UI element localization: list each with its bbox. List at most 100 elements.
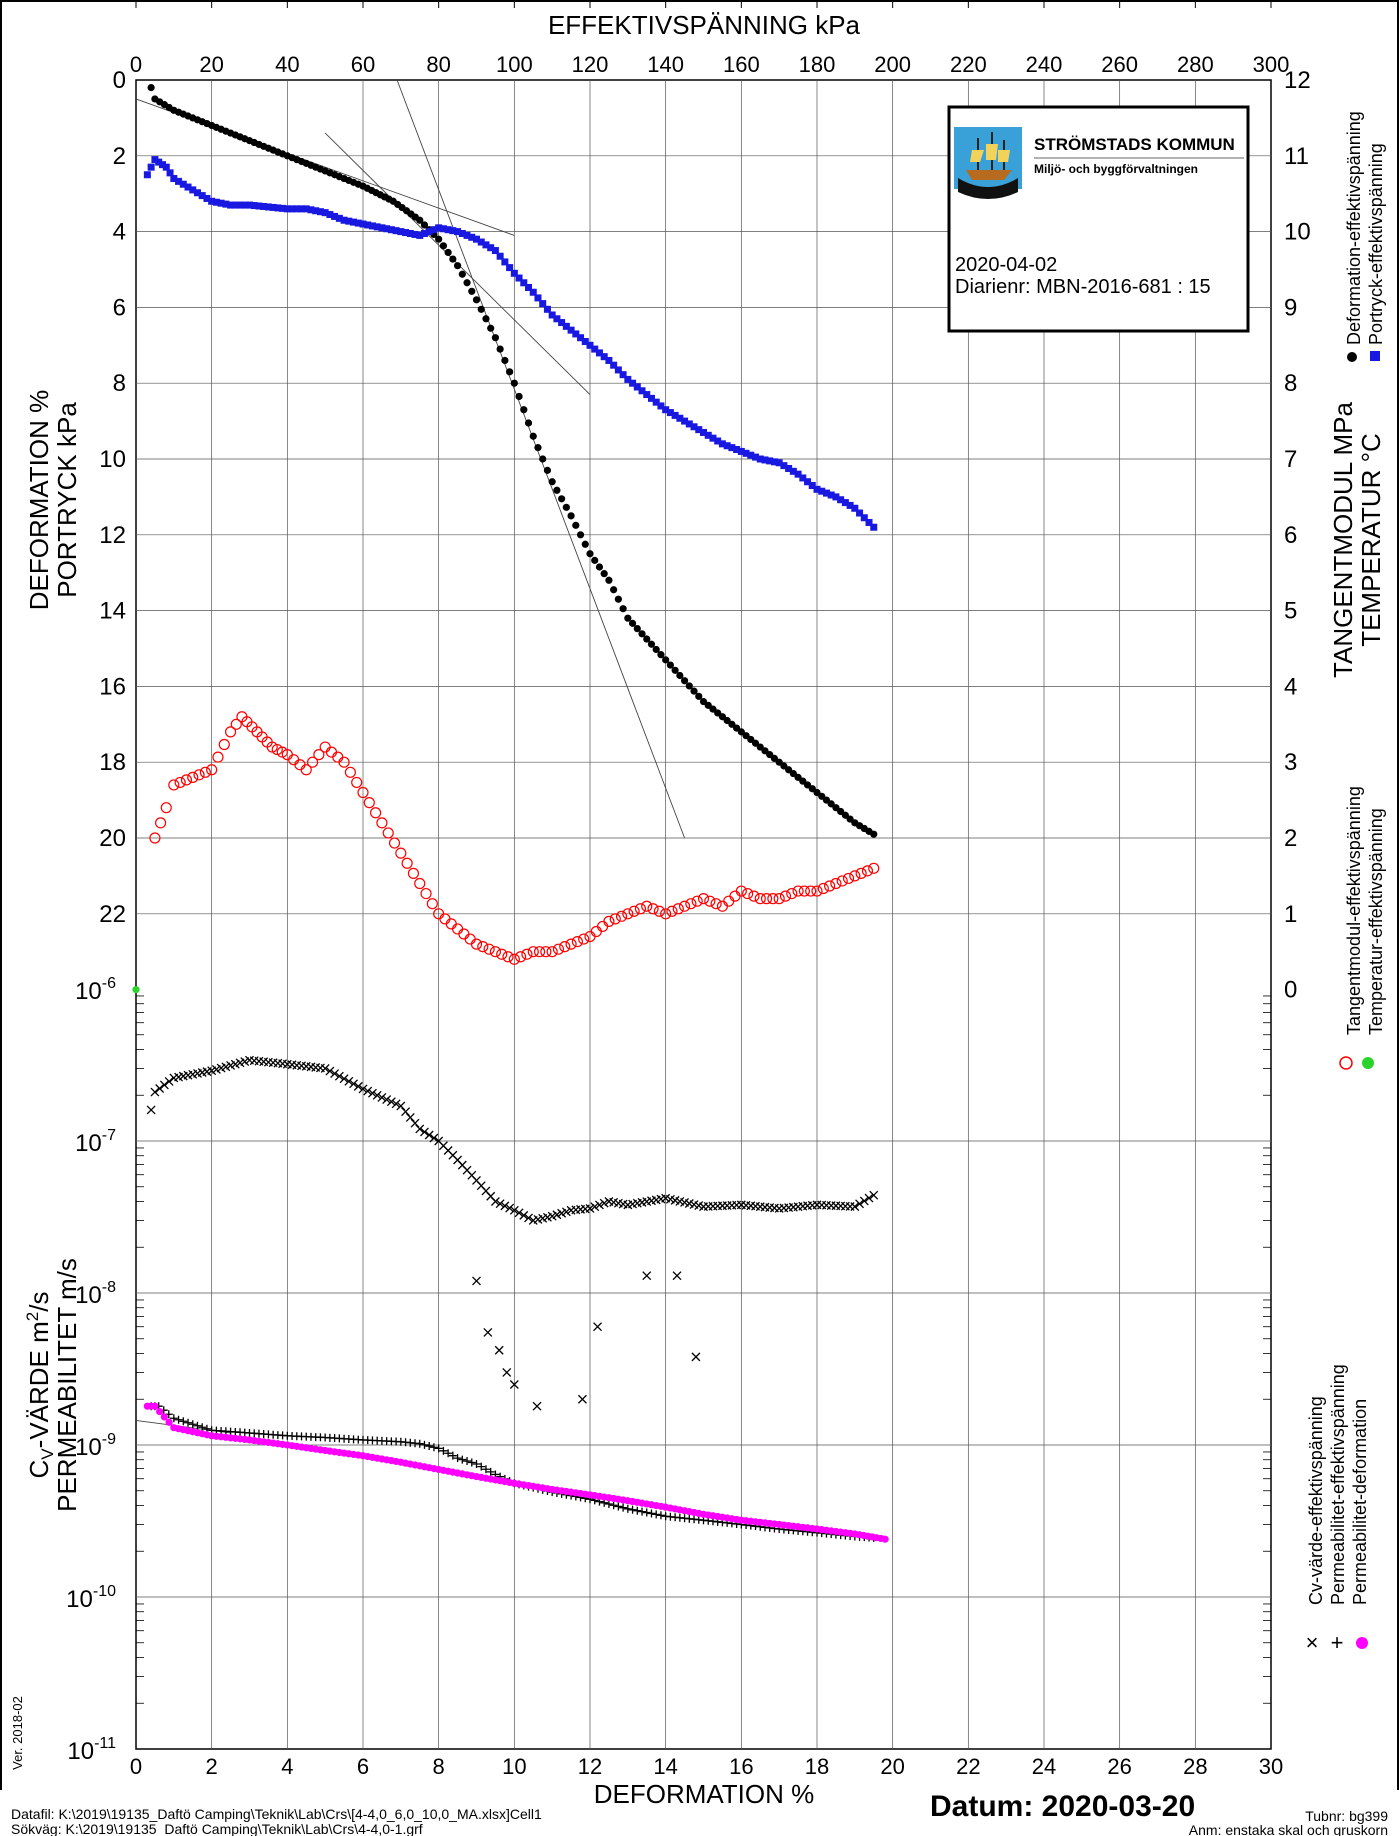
series-permeabilitet-effektivsp-nning-point (481, 1465, 490, 1474)
right-tick-label: 5 (1284, 598, 1297, 625)
series-portryck-effektivsp-nning-point (302, 205, 310, 213)
series-cv-v-rde-effektivsp-nning-outliers--point (502, 1368, 512, 1377)
series-portryck-effektivsp-nning-point (851, 504, 859, 512)
series-portryck-effektivsp-nning-point (723, 442, 731, 450)
series-cv-v-rde-effektivsp-nning-outliers--point (509, 1380, 519, 1389)
series-tangentmodul-effektivsp-nning-point (218, 738, 230, 751)
series-tangentmodul-effektivsp-nning-point (603, 915, 615, 927)
series-deformation-effektivsp-nning-point (576, 531, 585, 539)
series-portryck-effektivsp-nning-point (326, 211, 334, 219)
series-deformation-effektivsp-nning-point (657, 651, 665, 659)
series-portryck-effektivsp-nning-point (264, 203, 272, 211)
series-tangentmodul-effektivsp-nning-point (735, 885, 747, 897)
left-tick-label: 12 (99, 522, 126, 549)
series-portryck-effektivsp-nning-point (865, 518, 873, 526)
series-portryck-effektivsp-nning-point (856, 509, 864, 517)
series-portryck-effektivsp-nning-point (482, 241, 490, 249)
series-cv-v-rde-effektivsp-nning-outliers--point (691, 1352, 701, 1362)
series-portryck-effektivsp-nning-point (331, 212, 339, 220)
series-tangentmodul-effektivsp-nning-point (641, 900, 653, 912)
bottom-tick-label: 4 (281, 1754, 293, 1779)
right-tick-label: 7 (1284, 446, 1297, 473)
series-deformation-effektivsp-nning-point (628, 619, 637, 627)
series-cv-v-rde-effektivsp-nning-point (509, 1205, 519, 1215)
series-portryck-effektivsp-nning-point (539, 300, 547, 308)
series-portryck-effektivsp-nning-point (439, 225, 447, 233)
series-portryck-effektivsp-nning-point (837, 496, 845, 504)
bottom-tick-label: 12 (578, 1754, 602, 1779)
series-deformation-effektivsp-nning-point (548, 478, 556, 486)
series-permeabilitet-effektivsp-nning-point (633, 1506, 642, 1515)
series-deformation-effektivsp-nning-point (444, 248, 452, 257)
series-portryck-effektivsp-nning-point (387, 226, 395, 234)
series-portryck-effektivsp-nning-point (685, 420, 693, 428)
logo-box: STRÖMSTADS KOMMUN Miljö- och byggförvalt… (947, 105, 1250, 333)
series-tangentmodul-effektivsp-nning-point (313, 749, 325, 761)
legend-tangentmodul-marker (1339, 1056, 1353, 1070)
left-tick-label: 20 (99, 825, 126, 852)
series-portryck-effektivsp-nning-point (676, 414, 684, 422)
series-cv-v-rde-effektivsp-nning-point (424, 1130, 434, 1140)
series-cv-v-rde-effektivsp-nning-point (585, 1203, 595, 1213)
anm: Anm: enstaka skal och gruskorn (1189, 1822, 1388, 1836)
series-portryck-effektivsp-nning-point (274, 204, 282, 212)
series-tangentmodul-effektivsp-nning-point (754, 893, 766, 905)
series-deformation-effektivsp-nning-point (605, 576, 613, 584)
series-portryck-effektivsp-nning-point (269, 203, 277, 211)
series-portryck-effektivsp-nning-point (378, 224, 386, 232)
series-portryck-effektivsp-nning-point (340, 216, 348, 224)
series-cv-v-rde-effektivsp-nning-point (599, 1198, 609, 1208)
series-cv-v-rde-effektivsp-nning-point (490, 1197, 500, 1206)
series-tangentmodul-effektivsp-nning-point (842, 872, 855, 885)
series-cv-v-rde-effektivsp-nning-point (524, 1213, 533, 1223)
series-cv-v-rde-effektivsp-nning-point (367, 1088, 377, 1098)
series-permeabilitet-effektivsp-nning-point (652, 1510, 661, 1519)
series-portryck-effektivsp-nning-point (780, 462, 788, 470)
series-tangentmodul-effektivsp-nning-point (634, 903, 647, 915)
municipality-logo (954, 127, 1022, 199)
bottom-tick-label: 16 (729, 1754, 753, 1779)
legend-cv: Cv-värde-effektivspänning (1306, 1396, 1326, 1605)
series-tangentmodul-effektivsp-nning-point (817, 882, 829, 895)
series-cv-v-rde-effektivsp-nning-point (339, 1074, 349, 1084)
series-permeabilitet-effektivsp-nning-point (198, 1423, 207, 1432)
top-tick-label: 280 (1177, 52, 1214, 77)
series-portryck-effektivsp-nning-point (548, 311, 556, 319)
series-portryck-effektivsp-nning-point (477, 238, 485, 246)
series-deformation-effektivsp-nning-point (147, 83, 155, 92)
series-portryck-effektivsp-nning-point (491, 247, 499, 255)
series-permeabilitet-effektivsp-nning-point (434, 1444, 443, 1453)
series-permeabilitet-effektivsp-nning-point (453, 1454, 462, 1463)
series-tangentmodul-effektivsp-nning-point (660, 908, 672, 920)
series-portryck-effektivsp-nning-point (298, 205, 306, 213)
series-portryck-effektivsp-nning-point (473, 235, 480, 243)
series-portryck-effektivsp-nning-point (373, 223, 381, 231)
series-portryck-effektivsp-nning-point (832, 493, 840, 501)
series-tangentmodul-effektivsp-nning-point (578, 933, 590, 945)
series-portryck-effektivsp-nning-point (700, 428, 707, 436)
series-cv-v-rde-effektivsp-nning-point (150, 1087, 160, 1097)
series-permeabilitet-effektivsp-nning-point (638, 1507, 647, 1516)
series-permeabilitet-effektivsp-nning-point (179, 1417, 188, 1426)
series-tangentmodul-effektivsp-nning-point (533, 946, 546, 958)
series-tangentmodul-effektivsp-nning-point (678, 900, 691, 912)
series-portryck-effektivsp-nning-point (766, 457, 774, 465)
series-portryck-effektivsp-nning-point (718, 440, 726, 448)
series-cv-v-rde-effektivsp-nning-point (401, 1107, 411, 1117)
left-tick-label: 6 (113, 294, 126, 321)
series-portryck-effektivsp-nning-point (652, 398, 660, 406)
series-deformation-effektivsp-nning-point (439, 242, 447, 250)
series-cv-v-rde-effektivsp-nning-point (429, 1133, 439, 1143)
legend-perm-eff-marker: + (1331, 1630, 1344, 1655)
series-deformation-effektivsp-nning-point (619, 605, 627, 613)
series-permeabilitet-effektivsp-nning-point (415, 1439, 424, 1448)
series-permeabilitet-effektivsp-nning-point (169, 1414, 178, 1423)
series-tangentmodul-effektivsp-nning-point (792, 885, 804, 897)
series-cv-v-rde-effektivsp-nning-point (349, 1079, 359, 1089)
right-tick-label: 0 (1284, 977, 1297, 1004)
series-tangentmodul-effektivsp-nning-point (230, 718, 242, 730)
bottom-tick-label: 20 (880, 1754, 904, 1779)
series-deformation-effektivsp-nning-point (624, 614, 632, 622)
series-cv-v-rde-effektivsp-nning-point (420, 1127, 429, 1137)
series-cv-v-rde-effektivsp-nning-point (514, 1208, 524, 1218)
